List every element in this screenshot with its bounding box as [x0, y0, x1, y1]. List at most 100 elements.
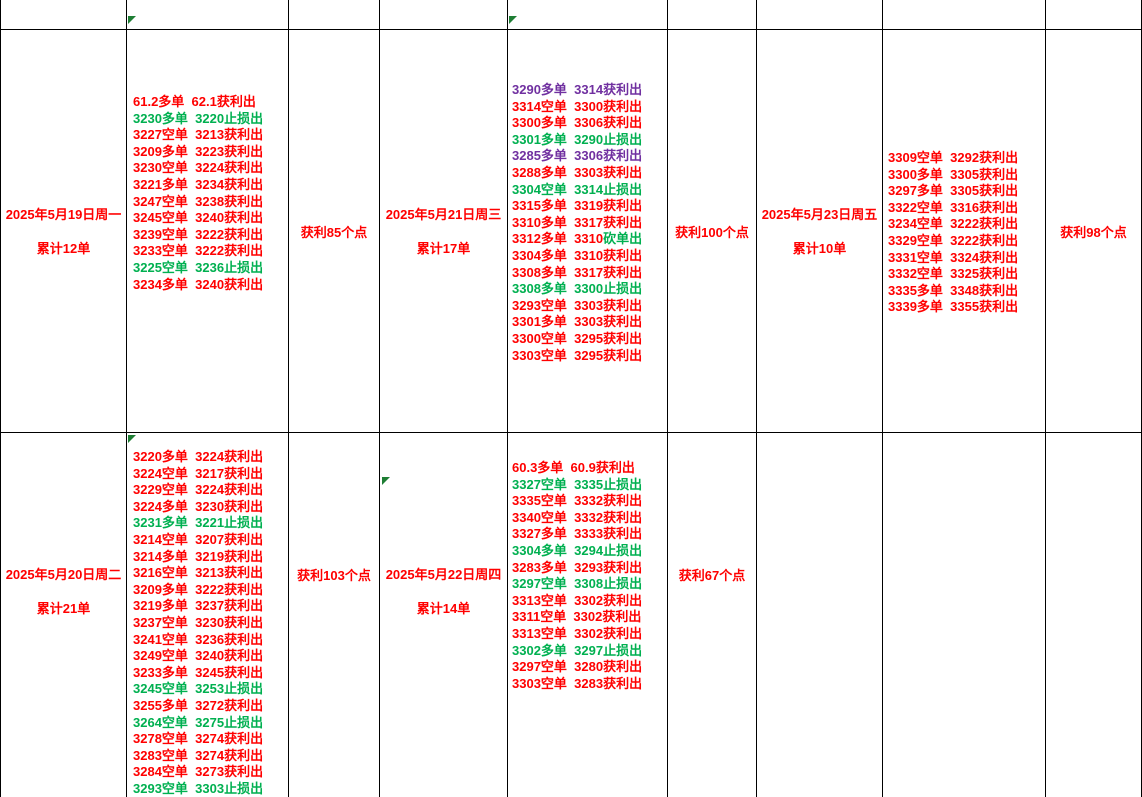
top-strip-cell[interactable]: [380, 0, 508, 30]
cell-profit-tuesday[interactable]: 获利103个点: [289, 433, 380, 797]
trade-segment: 3220多单 3224获利出: [133, 449, 264, 464]
trade-segment: 3301多单 3303获利出: [512, 314, 643, 330]
cell-profit-friday[interactable]: 获利98个点: [1046, 30, 1142, 433]
cell-trades-thursday[interactable]: 60.3多单 60.9获利出 3327空单 3335止损出 3335空单 3332获…: [508, 433, 668, 797]
empty-cell[interactable]: [757, 433, 883, 797]
trade-segment: 3239空单 3222获利出: [133, 226, 264, 242]
trade-line: 3237空单 3230获利出: [133, 615, 288, 632]
top-strip-cell[interactable]: [757, 0, 883, 30]
cell-trades-wednesday[interactable]: 3290多单 3314获利出 3314空单 3300获利出 3300多单 3306获…: [508, 30, 668, 433]
top-strip-cell[interactable]: [883, 0, 1046, 30]
trade-segment: 3335多单 3348获利出: [888, 282, 1019, 298]
trade-segment: 3310多单 3317获利出: [512, 214, 643, 230]
trade-line: 3241空单 3236获利出: [133, 632, 288, 649]
trade-line: 3304多单 3294止损出: [512, 543, 667, 560]
trade-line: 3309空单 3292获利出: [888, 150, 1045, 167]
top-strip-cell[interactable]: [127, 0, 289, 30]
trade-segment: 3285多单 3306获利出: [512, 148, 643, 164]
trade-line: 3301多单 3290止损出: [512, 132, 667, 149]
trade-line: 3329空单 3222获利出: [888, 233, 1045, 250]
trade-segment: 3245空单 3240获利出: [133, 210, 264, 226]
cell-date-thursday[interactable]: 2025年5月22日周四 累计14单: [380, 433, 508, 797]
trade-line: 3255多单 3272获利出: [133, 698, 288, 715]
trade-line: 3209多单 3222获利出: [133, 582, 288, 599]
trade-segment: 3301多单 3290止损出: [512, 131, 643, 147]
trade-segment: 3322空单 3316获利出: [888, 199, 1019, 215]
top-strip-cell[interactable]: [289, 0, 380, 30]
trade-line: 3209多单 3223获利出: [133, 144, 288, 161]
trade-line: 3311空单 3302获利出: [512, 609, 667, 626]
trade-segment: 3312多单 3310: [512, 231, 604, 247]
cell-profit-monday[interactable]: 获利85个点: [289, 30, 380, 433]
trade-line: 3284空单 3273获利出: [133, 764, 288, 781]
profit-points-label: 获利98个点: [1060, 224, 1127, 240]
trade-line: 3230多单 3220止损出: [133, 111, 288, 128]
trade-segment: 3221多单 3234获利出: [133, 176, 264, 192]
cell-date-wednesday[interactable]: 2025年5月21日周三 累计17单: [380, 30, 508, 433]
empty-cell[interactable]: [1046, 433, 1142, 797]
trade-line: 3290多单 3314获利出: [512, 82, 667, 99]
cell-trades-friday[interactable]: 3309空单 3292获利出 3300多单 3305获利出 3297多单 3305获…: [883, 30, 1046, 433]
cell-trades-tuesday[interactable]: 3220多单 3224获利出 3224空单 3217获利出 3229空单 3224获…: [127, 433, 289, 797]
trade-line: 3249空单 3240获利出: [133, 648, 288, 665]
trade-line: 3214空单 3207获利出: [133, 532, 288, 549]
total-orders-label: 累计14单: [416, 601, 471, 616]
profit-points-label: 获利100个点: [675, 224, 749, 240]
trade-line: 3339多单 3355获利出: [888, 299, 1045, 316]
trade-line: 3224空单 3217获利出: [133, 466, 288, 483]
trade-line: 3300多单 3306获利出: [512, 115, 667, 132]
empty-cell[interactable]: [883, 433, 1046, 797]
cell-profit-thursday[interactable]: 获利67个点: [668, 433, 757, 797]
trade-segment: 3332空单 3325获利出: [888, 266, 1019, 282]
trade-line: 3297多单 3305获利出: [888, 183, 1045, 200]
trade-segment: 3308多单 3317获利出: [512, 264, 643, 280]
trade-segment: 61.2多单 62.1获利出: [133, 94, 256, 109]
trade-line: 3313空单 3302获利出: [512, 593, 667, 610]
trade-line: 3239空单 3222获利出: [133, 227, 288, 244]
top-strip-cell[interactable]: [508, 0, 668, 30]
top-strip-cell[interactable]: [668, 0, 757, 30]
trade-line: 3234多单 3240获利出: [133, 277, 288, 294]
trade-line: 61.2多单 62.1获利出: [133, 94, 288, 111]
cell-flag-icon: [509, 16, 517, 24]
trade-line: 3332空单 3325获利出: [888, 266, 1045, 283]
trade-line: 3230空单 3224获利出: [133, 160, 288, 177]
trade-line: 3327多单 3333获利出: [512, 526, 667, 543]
trade-line: 3288多单 3303获利出: [512, 165, 667, 182]
cell-profit-wednesday[interactable]: 获利100个点: [668, 30, 757, 433]
cell-trades-monday[interactable]: 61.2多单 62.1获利出 3230多单 3220止损出 3227空单 3213获…: [127, 30, 289, 433]
total-orders-label: 累计21单: [36, 601, 91, 616]
trade-segment: 3340空单 3332获利出: [512, 509, 643, 525]
cell-date-monday[interactable]: 2025年5月19日周一 累计12单: [1, 30, 127, 433]
trade-segment: 3283多单 3293获利出: [512, 559, 643, 575]
trade-line: 3283空单 3274获利出: [133, 748, 288, 765]
trade-line: 3300空单 3295获利出: [512, 331, 667, 348]
trade-line: 3327空单 3335止损出: [512, 477, 667, 494]
trade-segment: 3284空单 3273获利出: [133, 764, 264, 780]
trade-segment: 3331空单 3324获利出: [888, 249, 1019, 265]
trade-segment: 3335空单 3332获利出: [512, 493, 643, 509]
trade-segment: 3224空单 3217获利出: [133, 465, 264, 481]
trade-segment: 3245空单 3253止损出: [133, 681, 264, 697]
trade-segment: 3216空单 3213获利出: [133, 565, 264, 581]
trade-segment: 3290多单 3314获利出: [512, 82, 643, 97]
cell-date-tuesday[interactable]: 2025年5月20日周二 累计21单: [1, 433, 127, 797]
trade-segment: 3297空单 3308止损出: [512, 576, 643, 592]
total-orders-label: 累计12单: [36, 240, 91, 256]
cell-date-friday[interactable]: 2025年5月23日周五 累计10单: [757, 30, 883, 433]
date-label: 2025年5月21日周三: [385, 206, 502, 222]
profit-points-label: 获利85个点: [300, 224, 368, 240]
top-strip-cell[interactable]: [1046, 0, 1142, 30]
trade-segment: 3224多单 3230获利出: [133, 498, 264, 514]
top-strip-cell[interactable]: [1, 0, 127, 30]
trade-line: 3293空单 3303止损出: [133, 781, 288, 797]
trade-segment: 3339多单 3355获利出: [888, 299, 1019, 315]
trade-line: 3234空单 3222获利出: [888, 216, 1045, 233]
date-label: 2025年5月23日周五: [761, 206, 878, 222]
trade-line: 3293空单 3303获利出: [512, 298, 667, 315]
trade-segment: 3241空单 3236获利出: [133, 631, 264, 647]
trade-line: 3229空单 3224获利出: [133, 482, 288, 499]
trade-segment: 3237空单 3230获利出: [133, 614, 264, 630]
trade-line: 3233多单 3245获利出: [133, 665, 288, 682]
